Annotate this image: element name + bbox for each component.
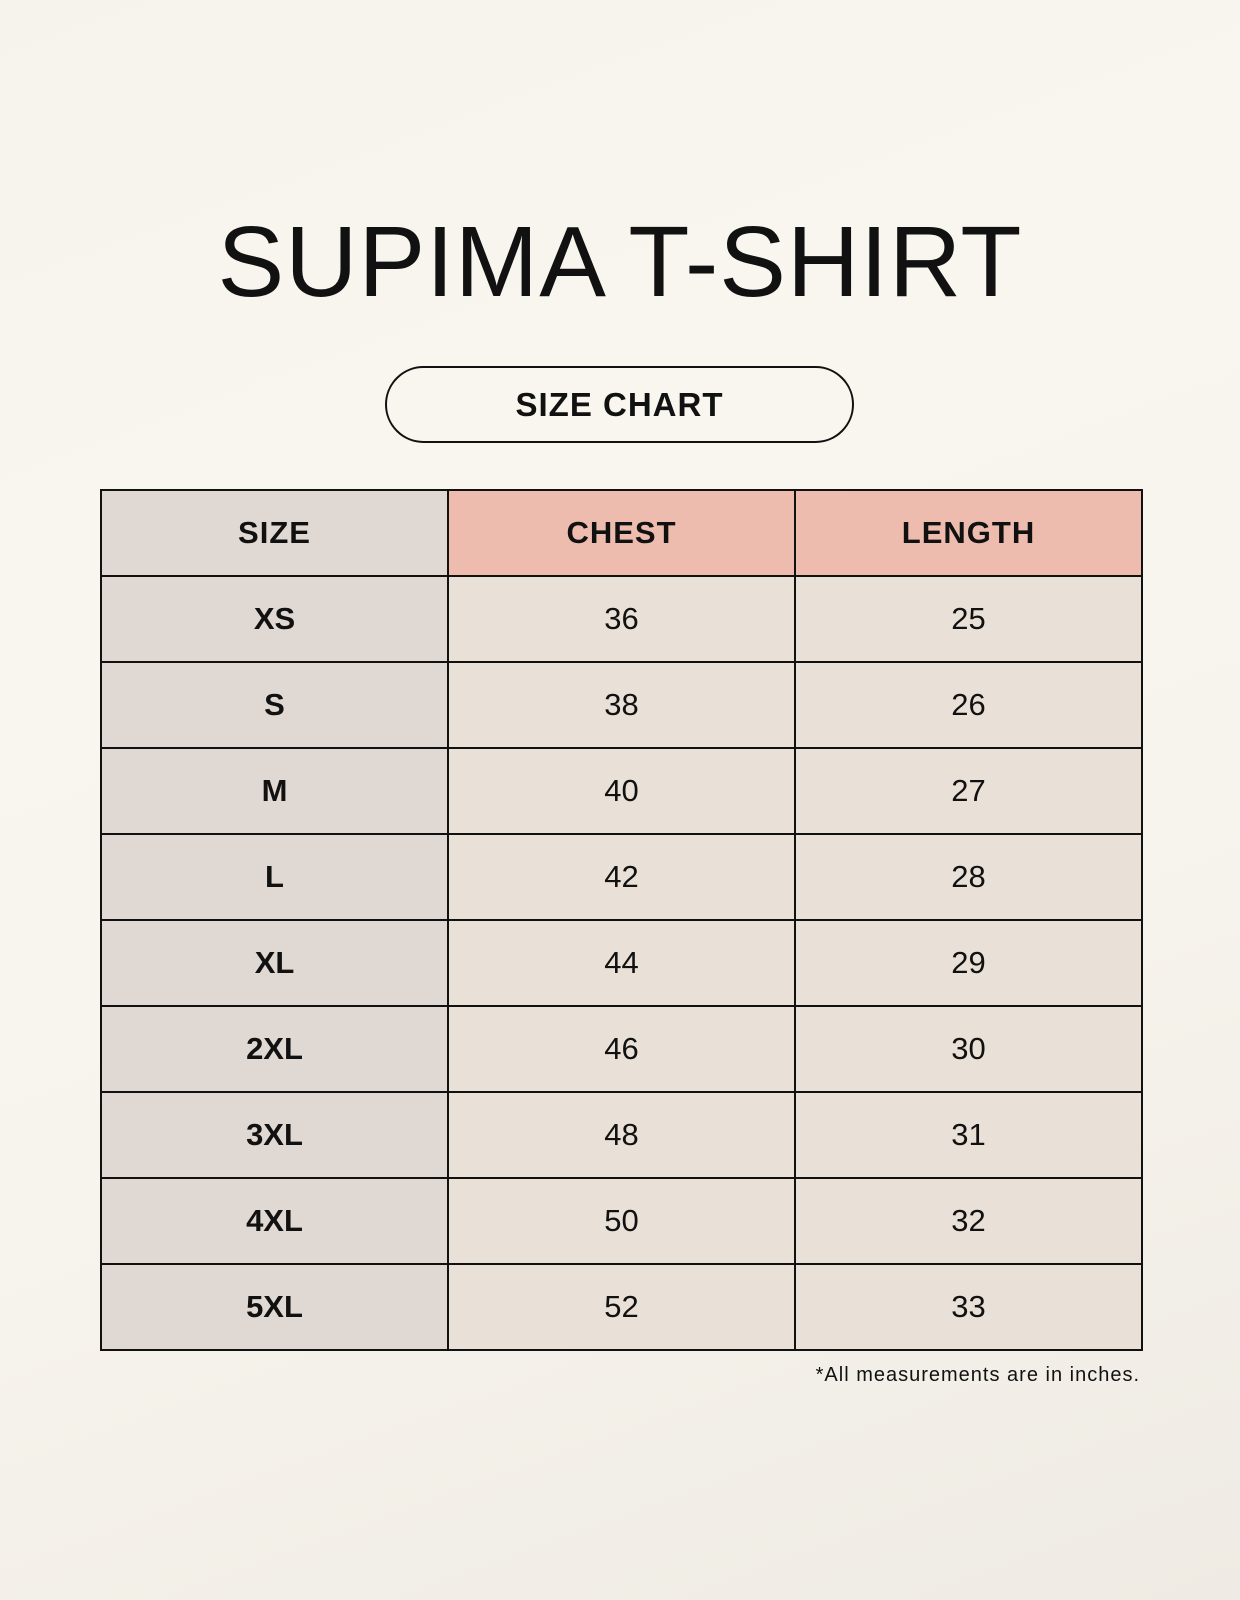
cell-length: 33 (794, 1263, 1143, 1351)
header-length: LENGTH (794, 489, 1143, 577)
cell-chest: 52 (447, 1263, 796, 1351)
cell-length: 26 (794, 661, 1143, 749)
table-row: 5XL 52 33 (100, 1263, 1143, 1351)
cell-length: 32 (794, 1177, 1143, 1265)
cell-length: 25 (794, 575, 1143, 663)
table-row: L 42 28 (100, 833, 1143, 921)
cell-length: 29 (794, 919, 1143, 1007)
cell-chest: 50 (447, 1177, 796, 1265)
cell-chest: 42 (447, 833, 796, 921)
table-row: S 38 26 (100, 661, 1143, 749)
table-header-row: SIZE CHEST LENGTH (100, 489, 1143, 577)
cell-size: 3XL (100, 1091, 449, 1179)
header-chest: CHEST (447, 489, 796, 577)
header-size: SIZE (100, 489, 449, 577)
cell-size: S (100, 661, 449, 749)
cell-size: 5XL (100, 1263, 449, 1351)
cell-chest: 48 (447, 1091, 796, 1179)
cell-size: XL (100, 919, 449, 1007)
cell-chest: 46 (447, 1005, 796, 1093)
cell-size: 2XL (100, 1005, 449, 1093)
table-row: 3XL 48 31 (100, 1091, 1143, 1179)
cell-size: M (100, 747, 449, 835)
cell-size: L (100, 833, 449, 921)
cell-length: 28 (794, 833, 1143, 921)
table-row: XL 44 29 (100, 919, 1143, 1007)
size-chart-label: SIZE CHART (385, 366, 854, 443)
cell-chest: 38 (447, 661, 796, 749)
cell-length: 27 (794, 747, 1143, 835)
cell-length: 30 (794, 1005, 1143, 1093)
cell-size: 4XL (100, 1177, 449, 1265)
table-row: 2XL 46 30 (100, 1005, 1143, 1093)
page-title: SUPIMA T-SHIRT (217, 206, 1023, 318)
cell-chest: 44 (447, 919, 796, 1007)
cell-size: XS (100, 575, 449, 663)
cell-chest: 36 (447, 575, 796, 663)
size-chart-table: SIZE CHEST LENGTH XS 36 25 S 38 26 M 40 27 L 42 28 X… (100, 489, 1143, 1351)
footnote: *All measurements are in inches. (815, 1364, 1140, 1386)
cell-length: 31 (794, 1091, 1143, 1179)
cell-chest: 40 (447, 747, 796, 835)
table-row: 4XL 50 32 (100, 1177, 1143, 1265)
table-row: XS 36 25 (100, 575, 1143, 663)
table-row: M 40 27 (100, 747, 1143, 835)
